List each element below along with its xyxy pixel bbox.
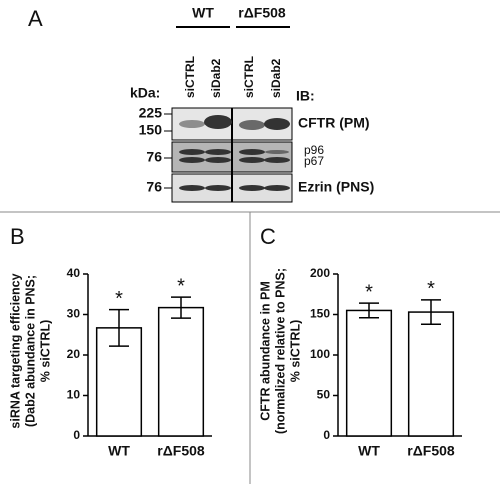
y-tick-label: 40 [67,266,81,280]
marker-label: 76 [146,179,162,195]
lane-label: siDab2 [209,58,223,98]
annotation: * [365,281,373,303]
x-tick-label: WT [108,443,130,459]
blot-label: Ezrin (PNS) [298,179,374,195]
blot-label: CFTR (PM) [298,115,370,131]
bar [407,311,455,437]
x-tick-label: rΔF508 [407,443,455,459]
x-tick-label: rΔF508 [157,443,205,459]
panel-a: A WT rΔF508 siCTRL siDab2 siCTRL siDab2 … [28,5,374,203]
y-tick-label: 100 [310,347,330,361]
panel-letter: C [260,224,276,249]
annotation: * [115,288,123,310]
panel-letter: A [28,6,43,31]
band-label: p96 [304,143,324,157]
band-label: p67 [304,154,324,168]
lane-label: siCTRL [183,56,197,98]
y-tick-label: 30 [67,307,81,321]
panel-letter: B [10,224,25,249]
y-tick-label: 200 [310,266,330,280]
marker-label: 150 [139,122,163,138]
y-axis-label: % siCTRL) [38,320,52,383]
annotation: * [177,275,185,297]
bar [345,309,393,437]
y-axis-label: (Dab2 abundance in PNS; [23,275,37,427]
lane-label: siCTRL [242,56,256,98]
y-axis-label: CFTR abundance in PM [258,281,272,421]
y-tick-label: 50 [317,388,331,402]
group-label: WT [192,5,214,21]
y-axis-label: siRNA targeting efficiency [8,273,22,428]
group-label: rΔF508 [238,5,286,21]
x-tick-label: WT [358,443,380,459]
bands [179,115,290,191]
y-tick-label: 0 [323,428,330,442]
y-tick-label: 0 [73,428,80,442]
y-tick-label: 20 [67,347,81,361]
kda-label: kDa: [130,85,160,101]
marker-label: 225 [139,105,163,121]
lane-label: siDab2 [269,58,283,98]
bar [157,306,205,437]
y-axis-label: % siCTRL) [288,320,302,383]
marker-label: 76 [146,149,162,165]
ib-label: IB: [296,88,315,104]
y-tick-label: 150 [310,307,330,321]
annotation: * [427,278,435,300]
y-tick-label: 10 [67,388,81,402]
y-axis-label: (normalized relative to PNS; [273,268,287,434]
